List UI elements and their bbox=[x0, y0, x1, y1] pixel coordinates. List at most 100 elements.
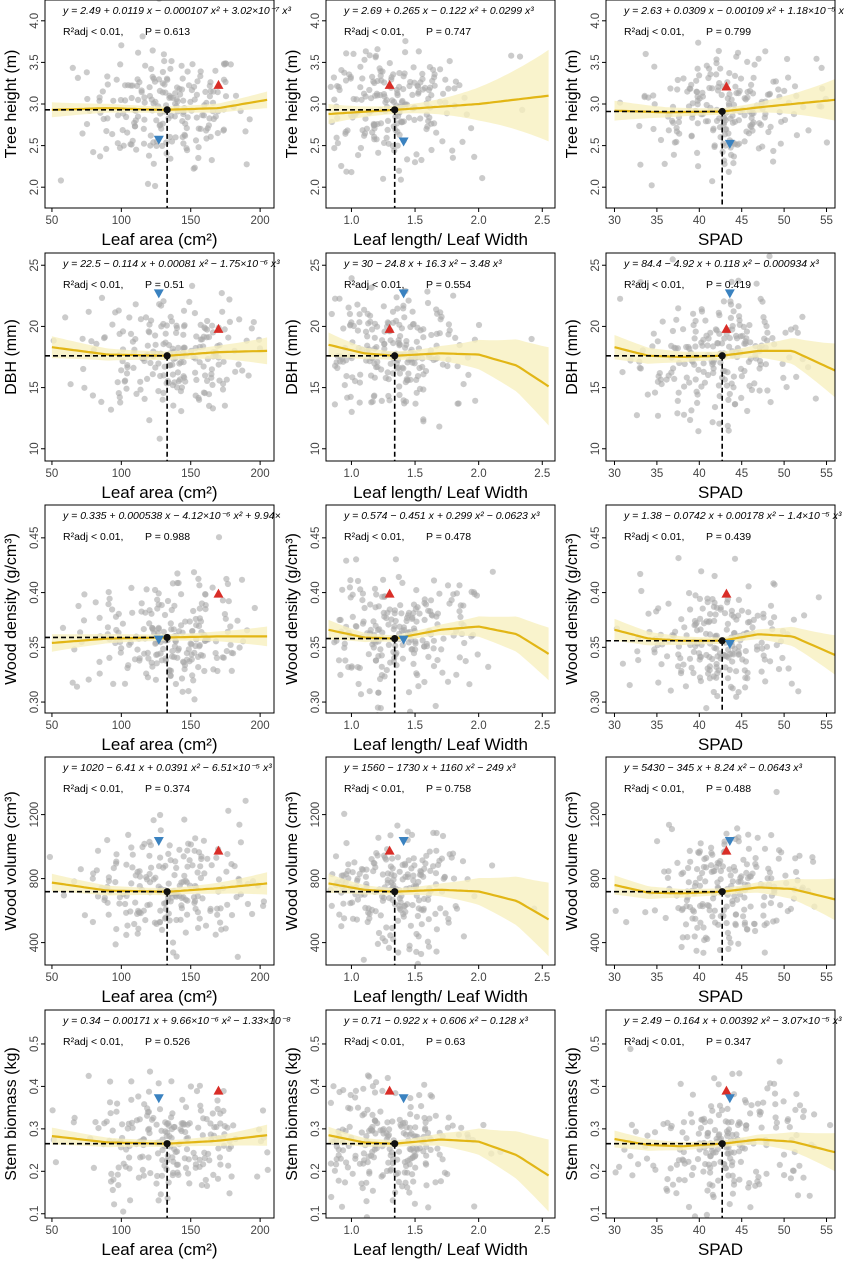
data-point bbox=[134, 82, 141, 89]
data-point bbox=[107, 1078, 114, 1085]
data-point bbox=[395, 167, 403, 174]
data-point bbox=[721, 610, 729, 617]
data-point bbox=[135, 925, 142, 932]
data-point bbox=[362, 904, 369, 912]
data-point bbox=[407, 1104, 414, 1111]
data-point bbox=[812, 395, 819, 402]
y-tick-label: 0.4 bbox=[310, 1078, 322, 1095]
data-point bbox=[787, 1175, 795, 1182]
r2-stat: R²adj < 0.01, bbox=[624, 783, 684, 795]
data-point bbox=[741, 367, 748, 375]
up-triangle-marker bbox=[384, 79, 395, 89]
data-point bbox=[237, 839, 244, 846]
data-point bbox=[217, 1110, 224, 1117]
confidence-band bbox=[328, 49, 549, 142]
data-point bbox=[369, 1111, 376, 1118]
data-point bbox=[425, 916, 432, 923]
data-point bbox=[399, 655, 406, 662]
data-point bbox=[224, 580, 231, 588]
data-point bbox=[742, 648, 749, 655]
data-point bbox=[421, 865, 428, 872]
data-point bbox=[215, 361, 222, 368]
data-point bbox=[715, 1177, 722, 1184]
data-point bbox=[162, 330, 169, 337]
data-point bbox=[232, 92, 240, 99]
data-point bbox=[698, 568, 705, 575]
data-point bbox=[110, 1176, 117, 1183]
data-point bbox=[131, 920, 138, 928]
x-tick-label: 45 bbox=[735, 1225, 748, 1237]
data-point bbox=[191, 899, 198, 907]
data-point bbox=[406, 942, 413, 949]
data-point bbox=[136, 1116, 143, 1123]
chart-panel-10: y = 1020 − 6.41 x + 0.0391 x² − 6.51×10⁻… bbox=[3, 756, 275, 1006]
x-tick-label: 100 bbox=[112, 215, 131, 227]
data-point bbox=[172, 680, 179, 688]
data-point bbox=[676, 1176, 683, 1183]
data-point bbox=[733, 90, 740, 97]
data-point bbox=[388, 1149, 395, 1156]
x-tick-label: 55 bbox=[820, 972, 833, 984]
data-point bbox=[757, 1109, 764, 1116]
data-point bbox=[727, 298, 734, 305]
data-point bbox=[471, 153, 478, 160]
data-point bbox=[178, 62, 185, 69]
data-point bbox=[793, 132, 801, 139]
data-point bbox=[400, 913, 407, 920]
data-point bbox=[212, 113, 219, 120]
chart-panel-8: y = 0.574 − 0.451 x + 0.299 x² − 0.0623 … bbox=[284, 504, 556, 754]
y-tick-label: 0.4 bbox=[590, 1078, 602, 1095]
data-point bbox=[744, 619, 752, 626]
data-point bbox=[157, 827, 164, 834]
data-point bbox=[773, 642, 780, 649]
confidence-band bbox=[51, 91, 268, 118]
data-point bbox=[155, 624, 162, 632]
data-point bbox=[59, 624, 67, 632]
y-tick-label: 0.3 bbox=[310, 1121, 322, 1137]
data-point bbox=[104, 115, 111, 122]
data-point bbox=[154, 651, 161, 658]
y-tick-label: 0.1 bbox=[29, 1206, 41, 1222]
data-point bbox=[141, 116, 148, 123]
data-point bbox=[373, 90, 380, 97]
data-point bbox=[159, 396, 166, 403]
data-point bbox=[60, 892, 67, 899]
data-point bbox=[685, 1203, 693, 1211]
data-point bbox=[651, 389, 659, 396]
x-tick-label: 40 bbox=[693, 972, 706, 984]
data-point bbox=[124, 922, 131, 929]
data-point bbox=[735, 689, 742, 696]
data-point bbox=[339, 586, 346, 593]
data-point bbox=[113, 76, 120, 83]
data-point bbox=[157, 1191, 164, 1198]
data-point bbox=[196, 915, 203, 922]
data-point bbox=[178, 408, 185, 415]
data-point bbox=[452, 334, 459, 341]
data-point bbox=[695, 163, 702, 170]
x-tick-label: 100 bbox=[112, 1225, 131, 1237]
x-tick-label: 1.0 bbox=[343, 215, 359, 227]
data-point bbox=[214, 1097, 221, 1104]
data-point bbox=[681, 624, 688, 631]
data-point bbox=[677, 1080, 684, 1087]
data-point bbox=[218, 290, 225, 297]
data-point bbox=[428, 146, 435, 154]
p-value: P = 0.747 bbox=[426, 26, 471, 38]
data-point bbox=[706, 631, 714, 638]
data-point bbox=[396, 83, 403, 90]
data-point bbox=[99, 88, 106, 95]
data-point bbox=[360, 1160, 367, 1167]
data-point bbox=[446, 600, 453, 607]
data-point bbox=[394, 92, 401, 99]
data-point bbox=[96, 94, 103, 101]
data-point bbox=[675, 119, 683, 126]
data-point bbox=[735, 940, 742, 947]
data-point bbox=[124, 1125, 131, 1132]
data-point bbox=[366, 1073, 373, 1080]
y-axis-label: Wood volume (cm³) bbox=[3, 791, 20, 930]
data-point bbox=[126, 1154, 133, 1161]
data-point bbox=[426, 114, 433, 121]
data-point bbox=[687, 1110, 695, 1117]
x-tick-label: 2.5 bbox=[534, 972, 550, 984]
data-point bbox=[166, 133, 173, 141]
